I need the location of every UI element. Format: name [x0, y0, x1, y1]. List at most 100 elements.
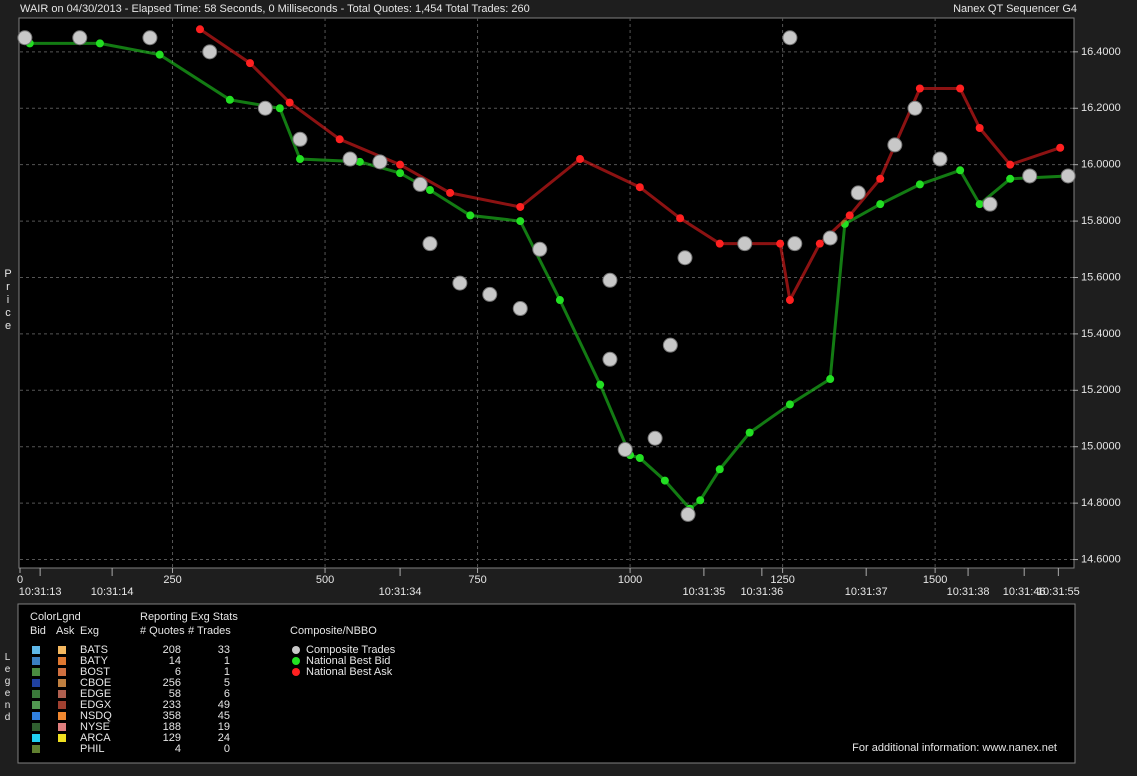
quote-count: 129 [163, 732, 181, 744]
data-point [596, 380, 605, 389]
y-tick-label: 15.8000 [1081, 215, 1121, 227]
data-point [602, 272, 618, 288]
trade-count: 45 [218, 710, 230, 722]
bid-swatch [32, 657, 40, 665]
bid-swatch [32, 701, 40, 709]
x-tick-label: 1500 [923, 574, 947, 586]
legend-marker [292, 657, 300, 665]
trade-count: 33 [218, 644, 230, 656]
quote-count: 208 [163, 644, 181, 656]
legend-label: Legend [2, 652, 13, 724]
ask-swatch [58, 679, 66, 687]
data-point [412, 176, 428, 192]
stats-title: Reporting Exg Stats [140, 611, 238, 623]
col-header: Ask [56, 625, 75, 637]
data-point [512, 301, 528, 317]
data-point [776, 239, 785, 248]
data-point [516, 217, 525, 226]
data-point [335, 135, 344, 144]
data-point [915, 180, 924, 189]
time-tick-label: 10:31:37 [845, 586, 888, 598]
trade-count: 5 [224, 677, 230, 689]
y-tick-label: 15.4000 [1081, 328, 1121, 340]
data-point [1006, 174, 1015, 183]
data-point [745, 428, 754, 437]
data-point [532, 241, 548, 257]
y-axis-label: Price [2, 268, 14, 333]
trade-count: 0 [224, 743, 230, 755]
data-point [155, 50, 164, 59]
data-point [422, 236, 438, 252]
data-point [956, 166, 965, 175]
data-point [72, 30, 88, 46]
trade-count: 6 [224, 688, 230, 700]
time-tick-label: 10:31:55 [1037, 586, 1080, 598]
footer: For additional information: www.nanex.ne… [852, 742, 1057, 754]
data-point [285, 98, 294, 107]
time-tick-label: 10:31:36 [740, 586, 783, 598]
bid-swatch [32, 646, 40, 654]
data-point [275, 104, 284, 113]
x-tick-label: 250 [163, 574, 181, 586]
bid-swatch [32, 679, 40, 687]
x-tick-label: 750 [468, 574, 486, 586]
data-point [715, 465, 724, 474]
exchange-name: NYSE [80, 721, 110, 733]
y-tick-label: 15.2000 [1081, 384, 1121, 396]
ask-swatch [58, 668, 66, 676]
data-point [845, 211, 854, 220]
trade-count: 19 [218, 721, 230, 733]
time-tick-label: 10:31:35 [682, 586, 725, 598]
col-header: # Quotes [140, 625, 185, 637]
exchange-name: NSDQ [80, 710, 112, 722]
quote-count: 6 [175, 666, 181, 678]
time-tick-label: 10:31:14 [91, 586, 134, 598]
quote-count: 233 [163, 699, 181, 711]
data-point [715, 239, 724, 248]
trade-count: 1 [224, 655, 230, 667]
data-point [202, 44, 218, 60]
data-point [876, 174, 885, 183]
col-header: Exg [80, 625, 99, 637]
bid-swatch [32, 723, 40, 731]
data-point [1060, 168, 1076, 184]
data-point [850, 185, 866, 201]
data-point [782, 30, 798, 46]
data-point [785, 296, 794, 305]
y-tick-label: 16.0000 [1081, 159, 1121, 171]
exchange-name: BATS [80, 644, 108, 656]
data-point [915, 84, 924, 93]
exchange-name: PHIL [80, 743, 104, 755]
color-legend-title: ColorLgnd [30, 611, 81, 623]
y-tick-label: 14.6000 [1081, 553, 1121, 565]
data-point [1006, 160, 1015, 169]
data-point [396, 169, 405, 178]
data-point [1022, 168, 1038, 184]
data-point [826, 375, 835, 384]
data-point [516, 202, 525, 211]
data-point [696, 496, 705, 505]
bid-swatch [32, 745, 40, 753]
ask-swatch [58, 657, 66, 665]
data-point [555, 296, 564, 305]
y-tick-label: 15.6000 [1081, 271, 1121, 283]
data-point [975, 124, 984, 132]
data-point [907, 100, 923, 116]
data-point [887, 137, 903, 153]
x-tick-label: 500 [316, 574, 334, 586]
data-point [635, 183, 644, 192]
data-point [95, 39, 104, 48]
exchange-name: EDGX [80, 699, 112, 711]
time-tick-label: 10:31:38 [947, 586, 990, 598]
exchange-name: BATY [80, 655, 109, 667]
data-point [677, 250, 693, 266]
exchange-name: BOST [80, 666, 110, 678]
trade-count: 24 [218, 732, 230, 744]
bid-swatch [32, 690, 40, 698]
plot-area [18, 17, 1075, 569]
data-point [680, 506, 696, 522]
legend-marker [292, 646, 300, 654]
data-point [355, 157, 364, 166]
ask-swatch [58, 712, 66, 720]
